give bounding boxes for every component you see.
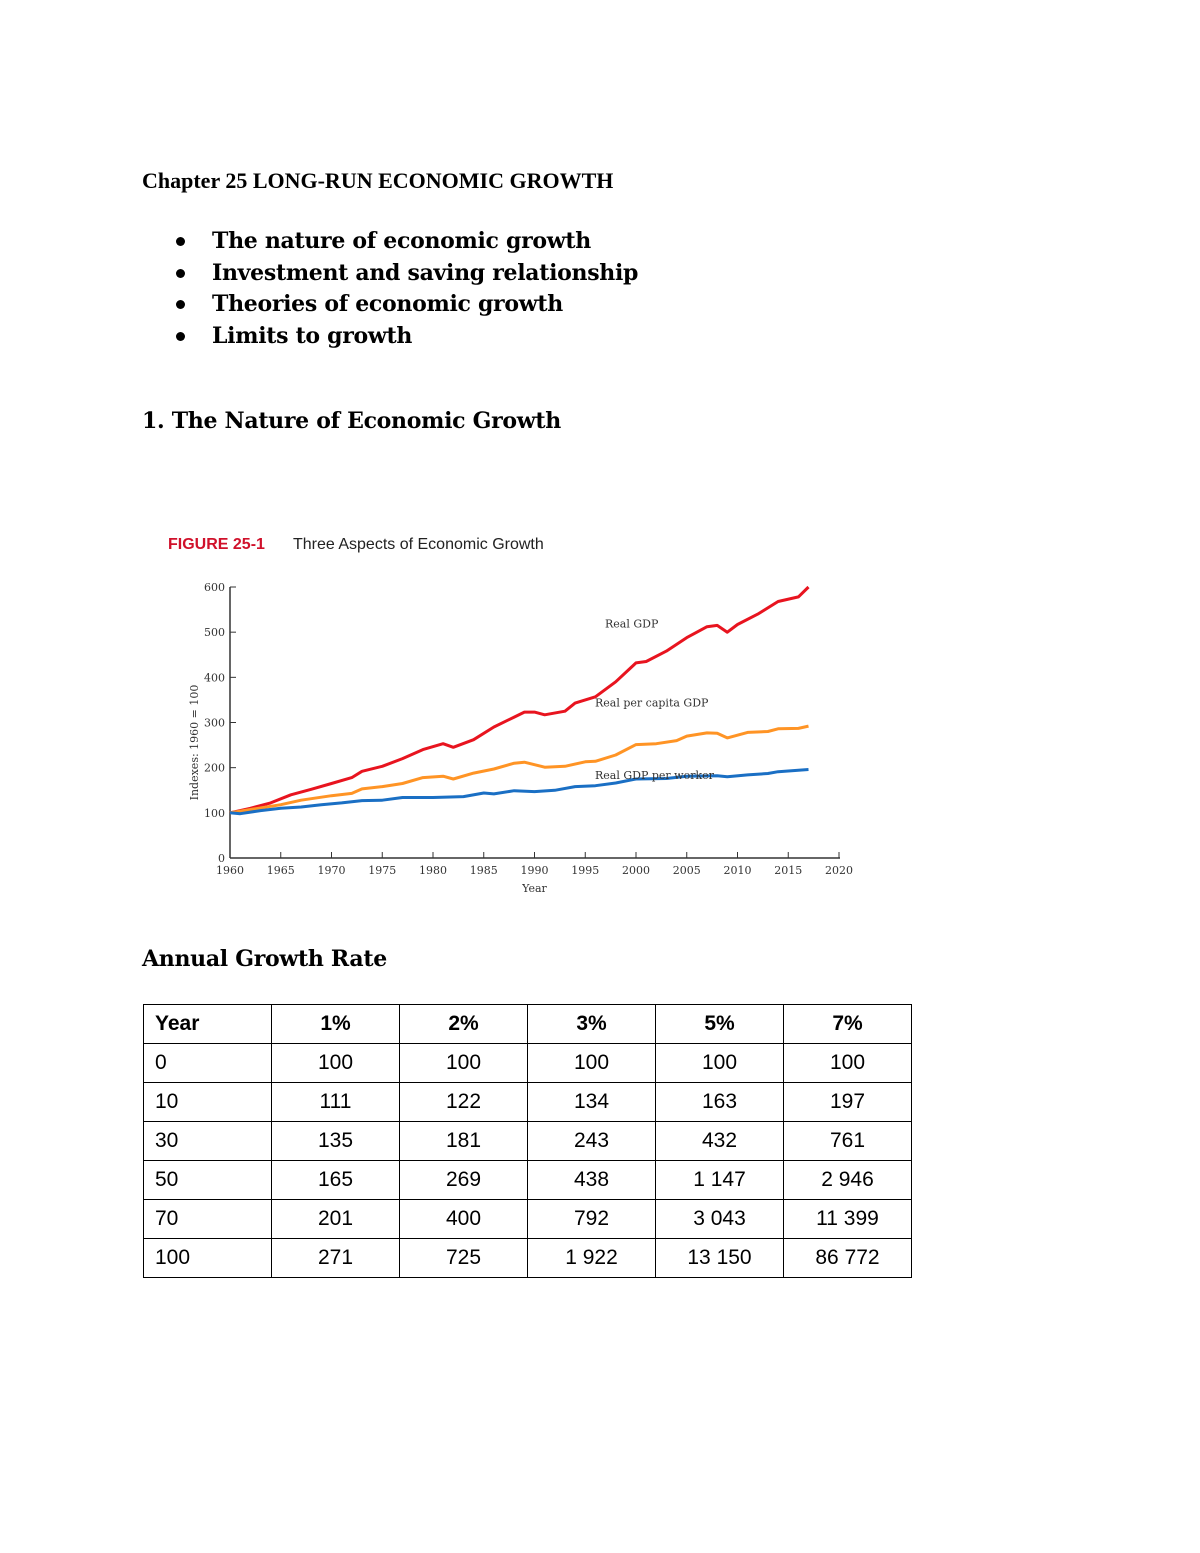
table-row: 100 271 725 1 922 13 150 86 772 — [143, 1238, 912, 1278]
x-tick-label: 1965 — [267, 864, 295, 877]
table-cell: 1% — [271, 1004, 400, 1044]
topic-item: Investment and saving relationship — [176, 258, 638, 290]
table-cell: 400 — [399, 1199, 528, 1239]
table-cell: 7% — [783, 1004, 912, 1044]
y-axis-label: Indexes: 1960 = 100 — [188, 685, 201, 801]
table-cell: 243 — [527, 1121, 656, 1161]
table-cell: 10 — [143, 1082, 272, 1122]
x-tick-label: 2005 — [673, 864, 701, 877]
bullet-icon — [176, 331, 185, 341]
y-tick-label: 0 — [218, 852, 225, 865]
section-heading: Annual Growth Rate — [142, 946, 387, 972]
table-cell: 432 — [655, 1121, 784, 1161]
table-row: 0 100 100 100 100 100 — [143, 1043, 912, 1083]
x-tick-label: 2010 — [724, 864, 752, 877]
y-tick-label: 400 — [204, 671, 225, 684]
table-cell: 2 946 — [783, 1160, 912, 1200]
topic-text: Theories of economic growth — [212, 291, 563, 317]
table-cell: 792 — [527, 1199, 656, 1239]
topic-item: The nature of economic growth — [176, 226, 638, 258]
topic-text: The nature of economic growth — [212, 228, 591, 254]
table-cell: 1 147 — [655, 1160, 784, 1200]
section-heading: 1. The Nature of Economic Growth — [142, 408, 561, 434]
table-cell: 100 — [143, 1238, 272, 1278]
table-cell: 111 — [271, 1082, 400, 1122]
x-tick-label: 1970 — [318, 864, 346, 877]
table-cell: 3 043 — [655, 1199, 784, 1239]
table-header-row: Year 1% 2% 3% 5% 7% — [143, 1004, 912, 1044]
y-tick-label: 300 — [204, 717, 225, 730]
line-chart: 1960 1965 1970 1975 1980 1985 1990 1995 2000 2005… — [188, 581, 853, 895]
table-cell: 438 — [527, 1160, 656, 1200]
table-cell: 3% — [527, 1004, 656, 1044]
x-tick-label: 1995 — [571, 864, 599, 877]
x-tick-label: 1960 — [216, 864, 244, 877]
table-cell: 2% — [399, 1004, 528, 1044]
y-tick-label: 500 — [204, 626, 225, 639]
table-cell: 5% — [655, 1004, 784, 1044]
bullet-icon — [176, 300, 185, 309]
table-cell: 70 — [143, 1199, 272, 1239]
table-cell: 100 — [527, 1043, 656, 1083]
growth-table: Year 1% 2% 3% 5% 7% 0 100 100 100 100 100 10 111 122 13… — [143, 1004, 912, 1278]
table-cell: 135 — [271, 1121, 400, 1161]
x-tick-label: 1990 — [521, 864, 549, 877]
table-cell: 122 — [399, 1082, 528, 1122]
table-cell: 13 150 — [655, 1238, 784, 1278]
topic-item: Theories of economic growth — [176, 289, 638, 321]
x-tick-label: 2000 — [622, 864, 650, 877]
table-cell: 201 — [271, 1199, 400, 1239]
table-cell: 269 — [399, 1160, 528, 1200]
table-cell: 1 922 — [527, 1238, 656, 1278]
x-axis-label: Year — [521, 882, 547, 895]
table-cell: 725 — [399, 1238, 528, 1278]
x-tick-label: 1980 — [419, 864, 447, 877]
series-line-0 — [229, 585, 810, 815]
x-tick-label: 2015 — [774, 864, 802, 877]
x-tick-label: 1985 — [470, 864, 498, 877]
table-cell: 197 — [783, 1082, 912, 1122]
series-label: Real GDP — [605, 618, 659, 631]
table-cell: 0 — [143, 1043, 272, 1083]
table-cell: 50 — [143, 1160, 272, 1200]
table-cell: 134 — [527, 1082, 656, 1122]
topic-item: Limits to growth — [176, 321, 638, 353]
table-cell: 100 — [655, 1043, 784, 1083]
table-cell: 11 399 — [783, 1199, 912, 1239]
table-cell: 100 — [783, 1043, 912, 1083]
bullet-icon — [176, 268, 185, 278]
series-label: Real per capita GDP — [595, 697, 709, 710]
x-tick-label: 1975 — [368, 864, 396, 877]
table-row: 70 201 400 792 3 043 11 399 — [143, 1199, 912, 1239]
series-line-2 — [229, 768, 809, 816]
figure-label: FIGURE 25-1 — [168, 536, 265, 553]
figure-title: Three Aspects of Economic Growth — [293, 536, 544, 553]
table-row: 50 165 269 438 1 147 2 946 — [143, 1160, 912, 1200]
y-tick-label: 200 — [204, 762, 225, 775]
x-tick-label: 2020 — [825, 864, 853, 877]
table-cell: 163 — [655, 1082, 784, 1122]
table-cell: 100 — [271, 1043, 400, 1083]
table-cell: 181 — [399, 1121, 528, 1161]
table-cell: 761 — [783, 1121, 912, 1161]
topic-text: Limits to growth — [212, 322, 413, 349]
series-label: Real GDP per worker — [595, 769, 715, 782]
table-cell: Year — [143, 1004, 272, 1044]
y-tick-label: 600 — [204, 581, 225, 594]
chapter-title: Chapter 25 LONG-RUN ECONOMIC GROWTH — [142, 168, 614, 193]
y-tick-label: 100 — [204, 807, 225, 820]
table-row: 10 111 122 134 163 197 — [143, 1082, 912, 1122]
bullet-icon — [176, 237, 185, 246]
topic-list: The nature of economic growth Investment… — [176, 226, 638, 352]
table-cell: 100 — [399, 1043, 528, 1083]
table-row: 30 135 181 243 432 761 — [143, 1121, 912, 1161]
table-cell: 165 — [271, 1160, 400, 1200]
table-cell: 86 772 — [783, 1238, 912, 1278]
table-cell: 30 — [143, 1121, 272, 1161]
table-cell: 271 — [271, 1238, 400, 1278]
series-line-1 — [229, 724, 809, 815]
topic-text: Investment and saving relationship — [212, 259, 639, 286]
